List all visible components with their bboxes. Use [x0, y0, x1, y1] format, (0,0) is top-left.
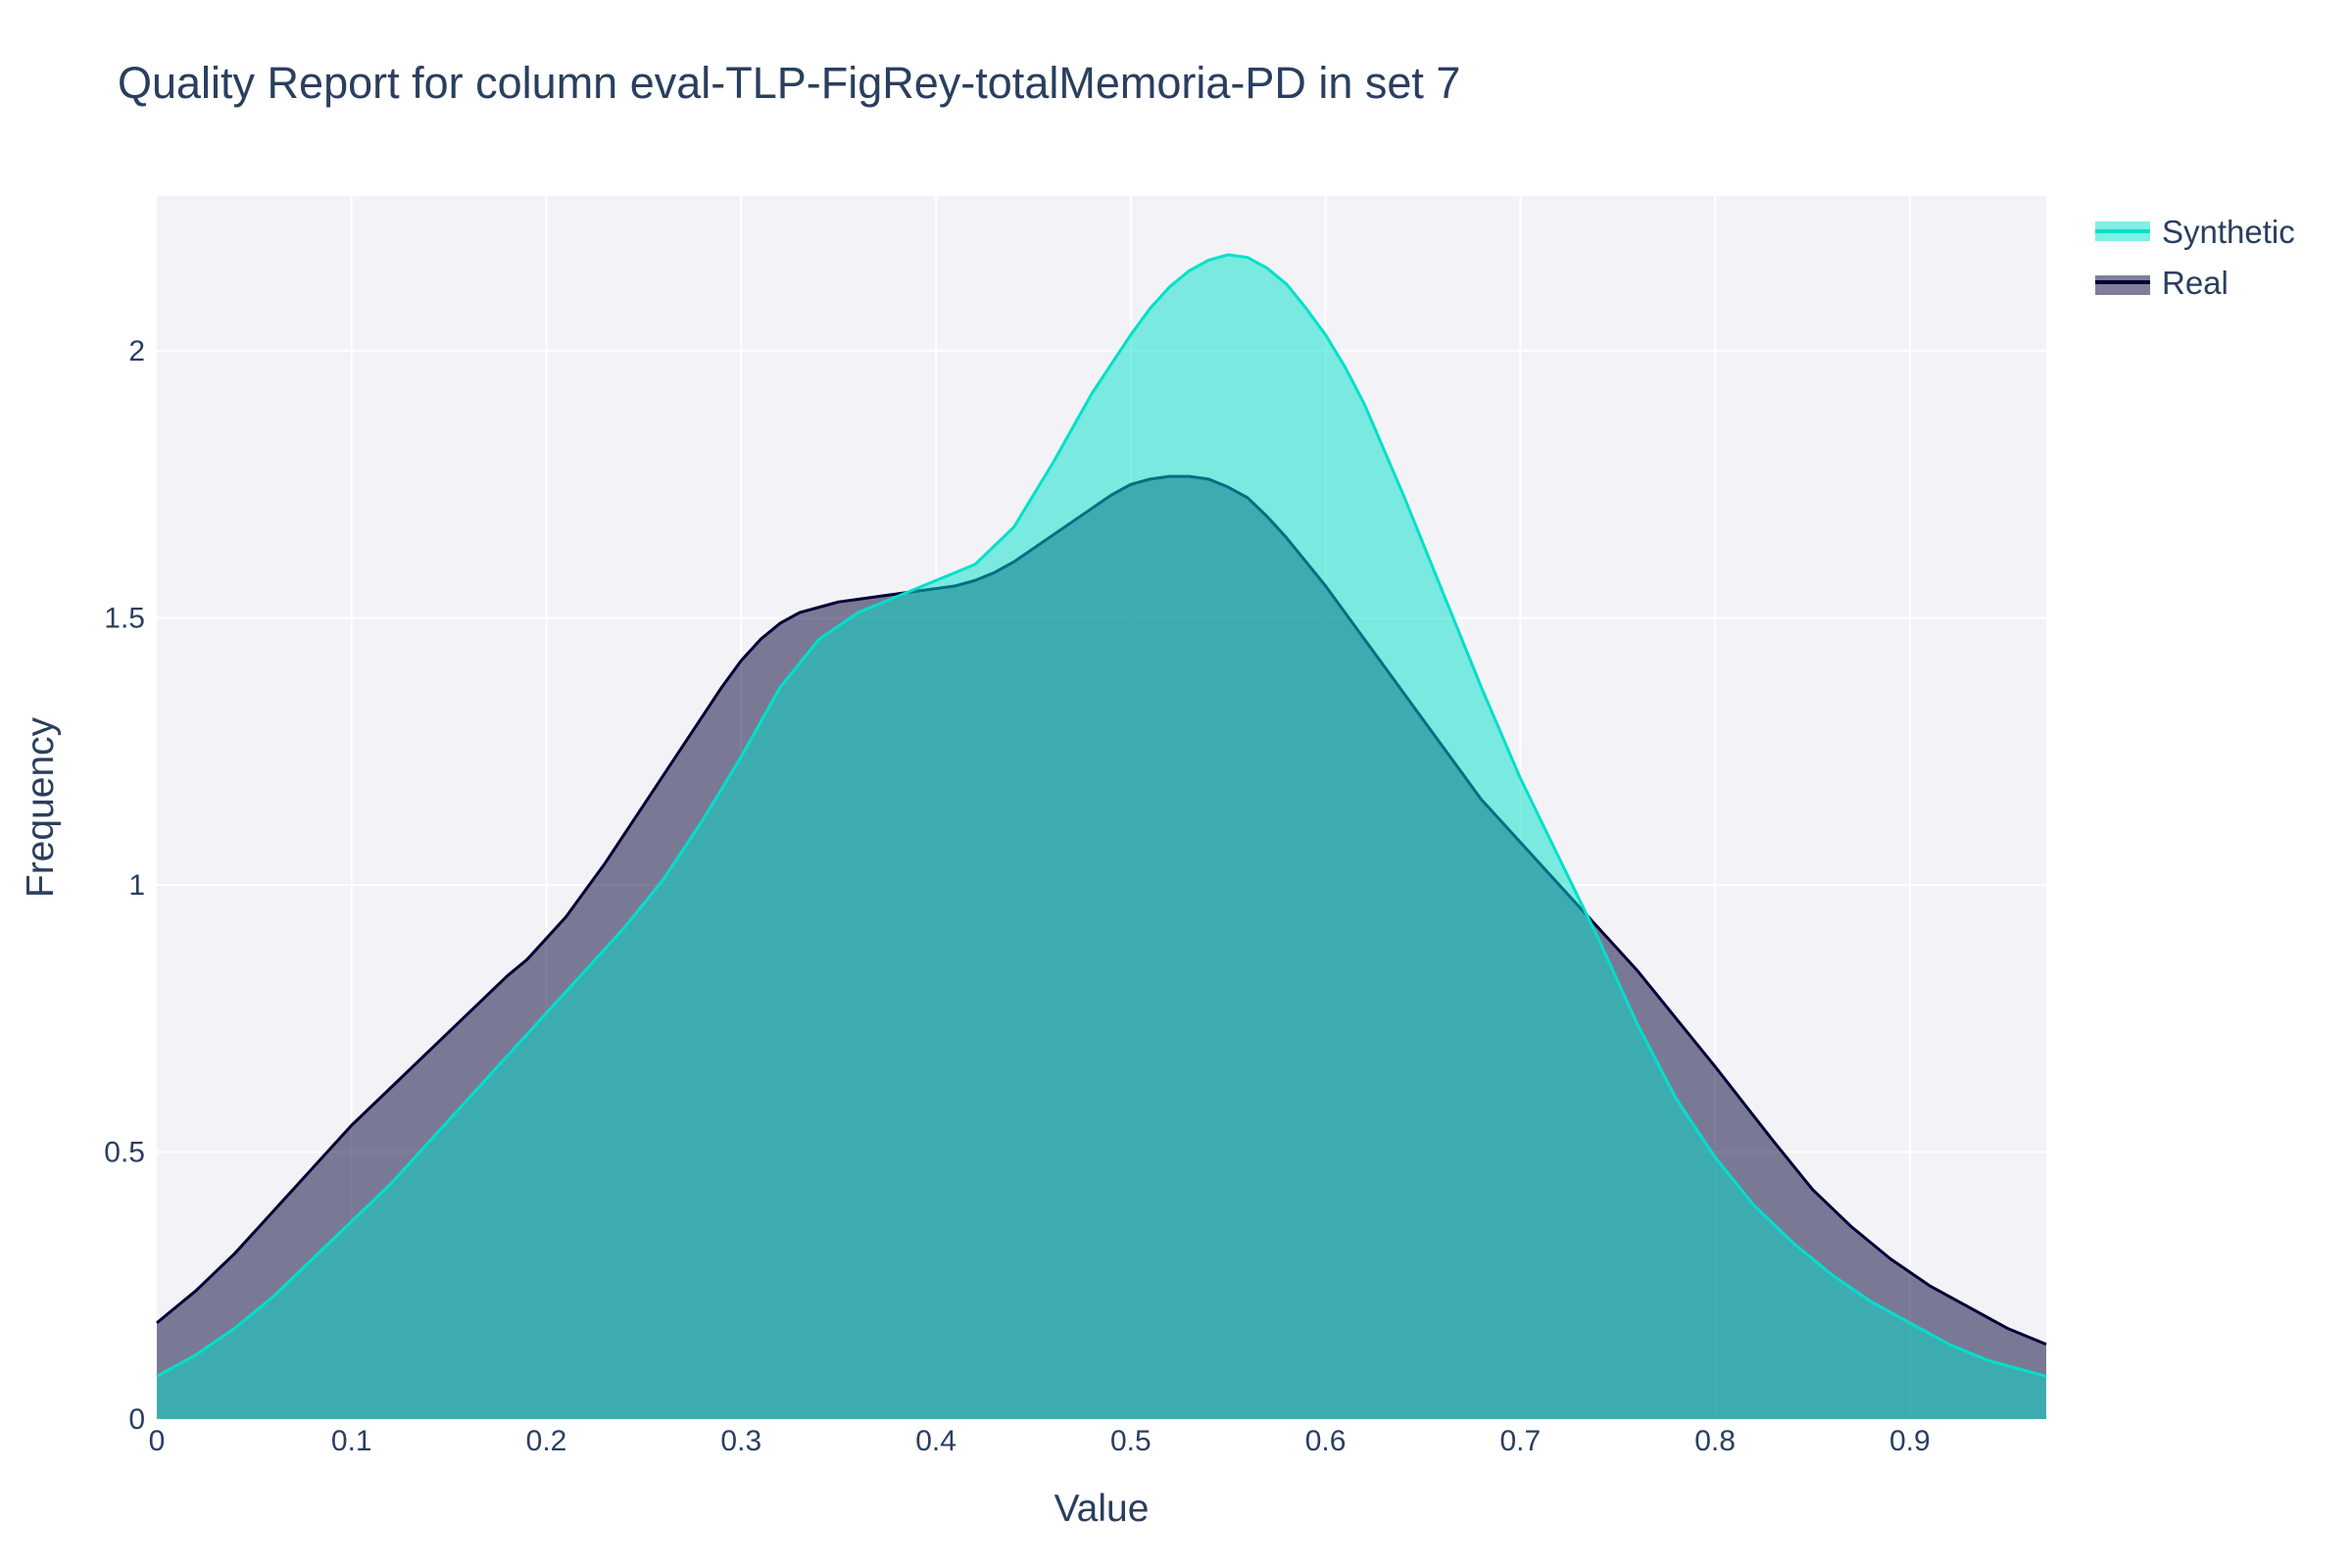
y-tick-label: 0.5 — [104, 1137, 145, 1169]
y-axis-title: Frequency — [20, 716, 62, 898]
x-tick-label: 0.2 — [526, 1425, 567, 1457]
x-tick-label: 0.4 — [915, 1425, 956, 1457]
y-tick-label: 1 — [128, 869, 145, 902]
y-tick-label: 2 — [128, 335, 145, 368]
series-areas — [156, 253, 2047, 1420]
legend-label-synthetic: Synthetic — [2162, 214, 2295, 250]
x-tick-label: 0.7 — [1499, 1425, 1541, 1457]
y-axis-ticks: 0 0.5 1 1.5 2 — [104, 335, 145, 1436]
x-tick-label: 0 — [149, 1425, 166, 1457]
x-tick-label: 0.3 — [720, 1425, 761, 1457]
x-axis-ticks: 0 0.1 0.2 0.3 0.4 0.5 0.6 0.7 0.8 0.9 — [149, 1425, 1931, 1457]
x-tick-label: 0.5 — [1110, 1425, 1152, 1457]
x-tick-label: 0.8 — [1694, 1425, 1736, 1457]
x-tick-label: 0.9 — [1889, 1425, 1931, 1457]
legend-swatch-real-fill — [2095, 275, 2150, 295]
chart-title: Quality Report for column eval-TLP-FigRe… — [118, 58, 1460, 108]
legend-item-real[interactable]: Real — [2095, 265, 2229, 301]
x-tick-label: 0.6 — [1305, 1425, 1347, 1457]
legend-label-real: Real — [2162, 265, 2229, 301]
legend-item-synthetic[interactable]: Synthetic — [2095, 214, 2295, 250]
area-synthetic — [157, 254, 2046, 1420]
line-synthetic — [156, 253, 2047, 1378]
y-tick-label: 0 — [128, 1403, 145, 1436]
y-tick-label: 1.5 — [104, 603, 145, 635]
x-axis-title: Value — [1054, 1488, 1150, 1530]
legend[interactable]: Synthetic Real — [2095, 214, 2295, 301]
x-tick-label: 0.1 — [331, 1425, 372, 1457]
